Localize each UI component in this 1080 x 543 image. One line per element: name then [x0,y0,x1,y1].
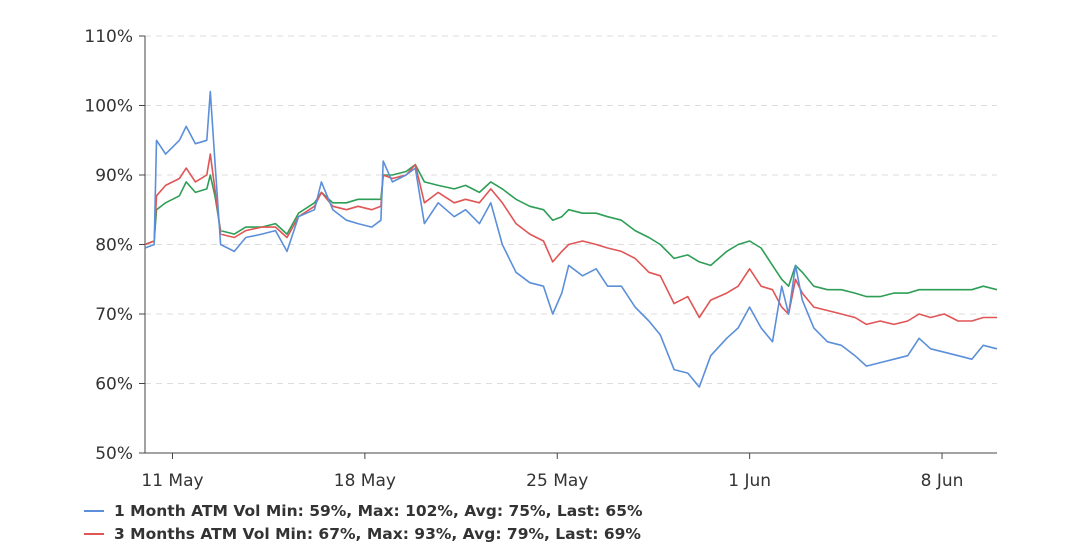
series-line-third [144,163,998,298]
legend-stats-1-month: Min: 59%, Max: 102%, Avg: 75%, Last: 65% [265,502,643,520]
y-tick-label: 80% [95,236,133,256]
series-line-3-months [144,153,997,326]
x-tick-label: 18 May [334,471,396,491]
series-lines [144,90,998,388]
legend-label-1-month: 1 Month ATM Vol [114,502,261,520]
series-line-1-month [144,90,998,388]
x-tick-label: 1 Jun [728,471,771,491]
legend-swatch-3-months [84,533,104,535]
legend-entry-3-months[interactable]: 3 Months ATM Vol Min: 67%, Max: 93%, Avg… [84,525,641,543]
legend-swatch-1-month [84,510,104,512]
x-tick-label: 8 Jun [921,471,964,491]
legend-stats-3-months: Min: 67%, Max: 93%, Avg: 79%, Last: 69% [275,525,641,543]
x-axis-ticks: 11 May 18 May 25 May 1 Jun 8 Jun [141,453,963,491]
y-tick-label: 50% [95,444,133,464]
y-tick-label: 100% [84,97,133,117]
gridlines [145,35,997,384]
y-axis-ticks: 50% 60% 70% 80% 90% 100% 110% [84,27,145,464]
x-tick-label: 25 May [526,471,588,491]
x-tick-label: 11 May [141,471,203,491]
y-tick-label: 70% [95,305,133,325]
y-tick-label: 110% [84,27,133,47]
legend-entry-1-month[interactable]: 1 Month ATM Vol Min: 59%, Max: 102%, Avg… [84,502,643,520]
y-tick-label: 90% [95,166,133,186]
y-tick-label: 60% [95,375,133,395]
legend-label-3-months: 3 Months ATM Vol [114,525,270,543]
